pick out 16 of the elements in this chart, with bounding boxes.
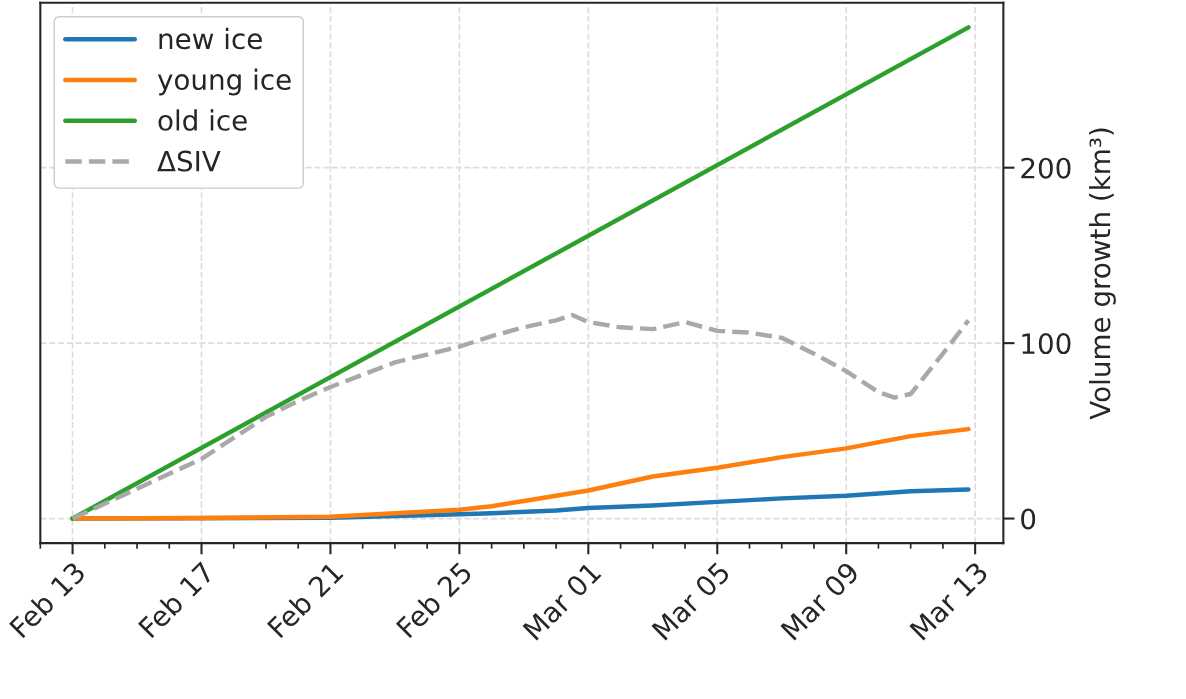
- y-tick-label: 200: [1021, 157, 1071, 179]
- y-tick-label: 100: [1022, 333, 1071, 355]
- x-tick-label: Feb 17: [137, 560, 216, 639]
- legend-label: young ice: [157, 68, 291, 96]
- legend-label: old ice: [158, 109, 247, 131]
- x-tick-label: Feb 25: [395, 560, 473, 639]
- y-axis-title: Volume growth (km³): [1089, 128, 1116, 420]
- x-tick-label: Mar 01: [522, 561, 602, 641]
- x-tick-label: Mar 09: [780, 560, 861, 641]
- legend-label: new ice: [159, 27, 262, 50]
- x-tick-label: Feb 13: [8, 560, 87, 639]
- legend-label: ΔSIV: [157, 150, 221, 172]
- y-tick-label: 0: [1021, 508, 1036, 530]
- x-tick-label: Feb 21: [266, 560, 344, 639]
- x-tick-label: Mar 05: [651, 561, 731, 641]
- x-tick-label: Mar 13: [909, 561, 989, 641]
